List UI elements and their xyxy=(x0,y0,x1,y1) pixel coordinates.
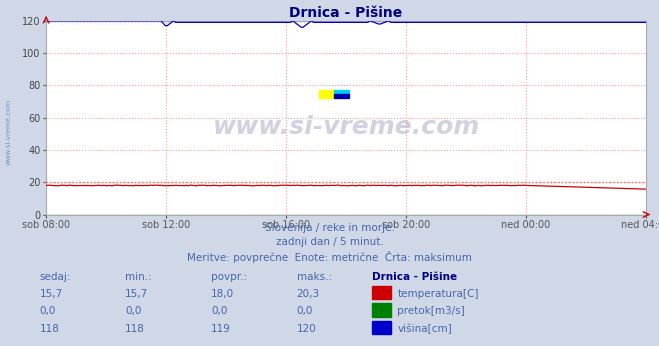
Text: 0,0: 0,0 xyxy=(125,306,142,316)
Text: višina[cm]: višina[cm] xyxy=(397,324,452,334)
Text: 0,0: 0,0 xyxy=(297,306,313,316)
Text: www.si-vreme.com: www.si-vreme.com xyxy=(212,115,480,139)
Bar xyxy=(334,94,349,98)
Text: Slovenija / reke in morje.: Slovenija / reke in morje. xyxy=(264,223,395,233)
Text: 20,3: 20,3 xyxy=(297,289,320,299)
Text: 118: 118 xyxy=(40,324,59,334)
Text: temperatura[C]: temperatura[C] xyxy=(397,289,479,299)
Text: 118: 118 xyxy=(125,324,145,334)
Text: 120: 120 xyxy=(297,324,316,334)
Text: zadnji dan / 5 minut.: zadnji dan / 5 minut. xyxy=(275,237,384,247)
Bar xyxy=(334,90,349,94)
Text: 15,7: 15,7 xyxy=(40,289,63,299)
Text: Meritve: povprečne  Enote: metrične  Črta: maksimum: Meritve: povprečne Enote: metrične Črta:… xyxy=(187,251,472,263)
Text: 0,0: 0,0 xyxy=(40,306,56,316)
Text: sedaj:: sedaj: xyxy=(40,272,71,282)
Text: 0,0: 0,0 xyxy=(211,306,227,316)
Text: 15,7: 15,7 xyxy=(125,289,148,299)
Title: Drnica - Pišine: Drnica - Pišine xyxy=(289,6,403,20)
Text: 18,0: 18,0 xyxy=(211,289,234,299)
Text: www.si-vreme.com: www.si-vreme.com xyxy=(5,98,11,165)
Bar xyxy=(319,90,334,98)
Text: maks.:: maks.: xyxy=(297,272,331,282)
Text: 119: 119 xyxy=(211,324,231,334)
Text: pretok[m3/s]: pretok[m3/s] xyxy=(397,306,465,316)
Text: Drnica - Pišine: Drnica - Pišine xyxy=(372,272,457,282)
Text: povpr.:: povpr.: xyxy=(211,272,247,282)
Text: min.:: min.: xyxy=(125,272,152,282)
